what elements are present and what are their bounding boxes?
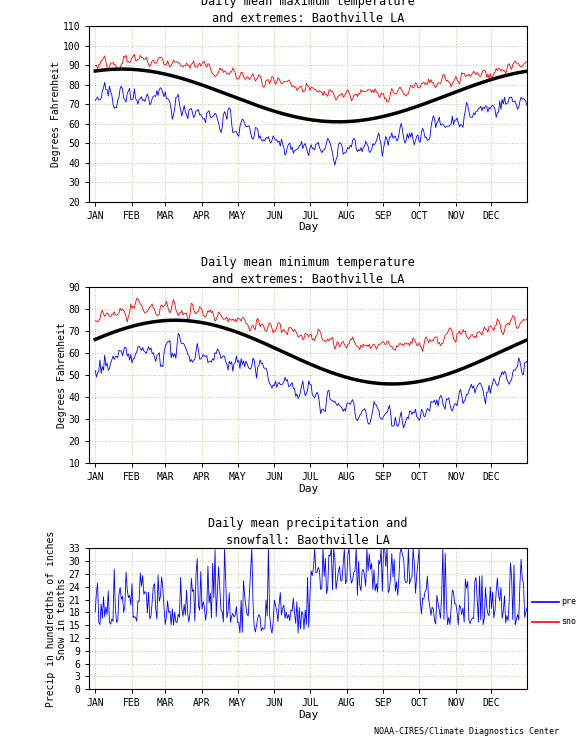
X-axis label: Day: Day — [298, 222, 319, 232]
Title: Daily mean precipitation and
snowfall: Baothville LA: Daily mean precipitation and snowfall: B… — [209, 517, 408, 548]
Text: NOAA-CIRES/Climate Diagnostics Center: NOAA-CIRES/Climate Diagnostics Center — [374, 727, 559, 736]
Text: precip: precip — [562, 597, 576, 606]
Y-axis label: Degrees Fahrenheit: Degrees Fahrenheit — [57, 323, 67, 428]
Y-axis label: Degrees Fahrenheit: Degrees Fahrenheit — [51, 61, 61, 167]
Title: Daily mean maximum temperature
and extremes: Baothville LA: Daily mean maximum temperature and extre… — [201, 0, 415, 25]
Text: snow: snow — [562, 617, 576, 626]
X-axis label: Day: Day — [298, 709, 319, 720]
Y-axis label: Precip in hundredths of inches
Snow in tenths: Precip in hundredths of inches Snow in t… — [46, 530, 67, 707]
X-axis label: Day: Day — [298, 484, 319, 493]
Title: Daily mean minimum temperature
and extremes: Baothville LA: Daily mean minimum temperature and extre… — [201, 256, 415, 286]
